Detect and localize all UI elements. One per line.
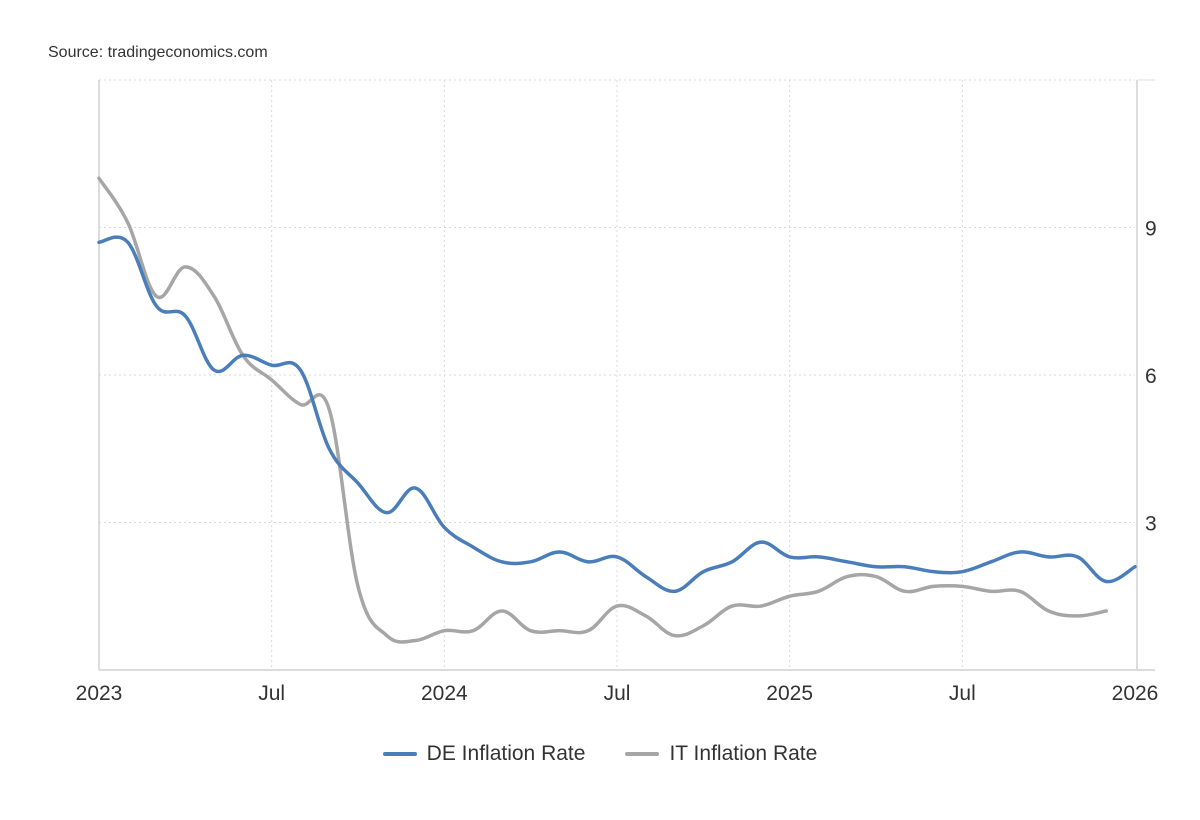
x-tick-label: 2023 [76, 682, 123, 705]
x-tick-label: Jul [258, 682, 285, 705]
x-tick-label: Jul [949, 682, 976, 705]
y-tick-label: 3 [1145, 513, 1157, 536]
x-tick-label: Jul [604, 682, 631, 705]
legend-swatch-de [382, 752, 417, 756]
series-line-de [97, 235, 1137, 594]
x-tick-label: 2024 [421, 682, 468, 705]
series-line-it [97, 176, 1108, 644]
x-tick-label: 2026 [1112, 682, 1159, 705]
legend-label-it: IT Inflation Rate [669, 742, 818, 765]
legend-swatch-it [625, 752, 660, 756]
legend-item-de[interactable]: DE Inflation Rate [382, 742, 586, 766]
y-tick-label: 9 [1145, 218, 1157, 241]
x-tick-label: 2025 [766, 682, 813, 705]
y-tick-label: 6 [1145, 365, 1157, 388]
legend-item-it[interactable]: IT Inflation Rate [625, 742, 817, 766]
legend-label-de: DE Inflation Rate [426, 742, 586, 765]
legend: DE Inflation Rate IT Inflation Rate [0, 742, 1200, 766]
source-label: Source: tradingeconomics.com [48, 44, 268, 61]
